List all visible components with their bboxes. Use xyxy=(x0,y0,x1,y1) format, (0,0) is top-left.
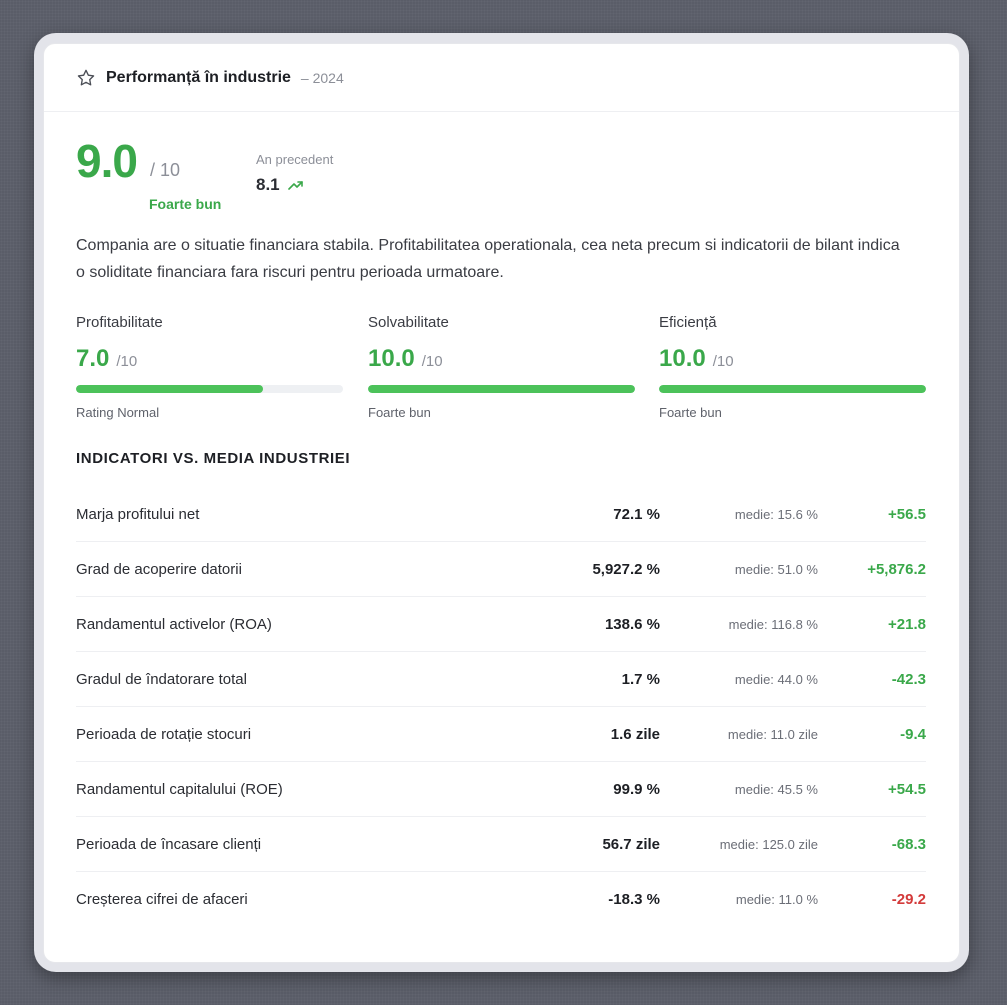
indicator-diff: -9.4 xyxy=(900,725,926,743)
indicator-value: 72.1 % xyxy=(613,505,660,523)
indicator-average: medie: 45.5 % xyxy=(734,781,818,797)
indicator-name: Randamentul capitalului (ROE) xyxy=(76,780,283,798)
metric-status: Foarte bun xyxy=(659,405,722,420)
indicator-name: Perioada de rotație stocuri xyxy=(76,725,252,743)
card-title: Performanță în industrie xyxy=(106,68,291,86)
previous-year-value: 8.1 xyxy=(256,175,280,194)
summary-description: Compania are o situatie financiara stabi… xyxy=(76,237,900,281)
table-row: Grad de acoperire datorii 5,927.2 % medi… xyxy=(76,542,926,597)
indicator-average: medie: 116.8 % xyxy=(728,616,818,632)
table-row: Randamentul activelor (ROA) 138.6 % medi… xyxy=(76,597,926,652)
indicator-name: Creșterea cifrei de afaceri xyxy=(76,891,248,908)
metric-solvabilitate: Solvabilitate 10.0 /10 Foarte bun xyxy=(368,314,635,420)
indicator-diff: +21.8 xyxy=(888,615,926,633)
indicator-name: Grad de acoperire datorii xyxy=(76,560,242,578)
metric-progress-bar xyxy=(659,385,926,393)
metric-eficienta: Eficiență 10.0 /10 Foarte bun xyxy=(659,314,926,420)
score-label: Foarte bun xyxy=(149,196,222,212)
table-row: Creșterea cifrei de afaceri -18.3 % medi… xyxy=(76,872,926,927)
indicators-table: Marja profitului net 72.1 % medie: 15.6 … xyxy=(76,487,926,927)
previous-year: An precedent 8.1 xyxy=(256,152,333,195)
metric-profitabilitate: Profitabilitate 7.0 /10 Rating Normal xyxy=(76,314,343,420)
section-title: INDICATORI VS. MEDIA INDUSTRIEI xyxy=(76,450,351,467)
indicator-name: Gradul de îndatorare total xyxy=(76,670,247,688)
metric-progress-bar xyxy=(76,385,343,393)
indicator-value: 5,927.2 % xyxy=(592,560,660,578)
metric-progress-bar xyxy=(368,385,635,393)
table-row: Marja profitului net 72.1 % medie: 15.6 … xyxy=(76,487,926,542)
metric-denominator: /10 xyxy=(421,353,443,370)
star-icon[interactable] xyxy=(76,68,96,88)
metric-progress-fill xyxy=(368,385,635,393)
indicator-name: Randamentul activelor (ROA) xyxy=(76,615,272,633)
score-out-of: / 10 xyxy=(150,160,181,180)
score-value: 9.0 xyxy=(76,135,138,187)
indicator-average: medie: 11.0 zile xyxy=(727,726,818,742)
metric-label: Profitabilitate xyxy=(76,314,163,331)
indicator-value: -18.3 % xyxy=(608,891,660,908)
indicator-name: Marja profitului net xyxy=(76,505,200,523)
metric-score: 10.0 xyxy=(368,345,415,372)
indicator-average: medie: 51.0 % xyxy=(734,561,818,577)
metric-status: Foarte bun xyxy=(368,405,431,420)
indicator-value: 99.9 % xyxy=(613,780,660,798)
indicator-diff: +56.5 xyxy=(888,505,926,523)
industry-performance-card: Performanță în industrie – 2024 9.0 / 10… xyxy=(43,43,960,963)
table-row: Gradul de îndatorare total 1.7 % medie: … xyxy=(76,652,926,707)
card-frame: Performanță în industrie – 2024 9.0 / 10… xyxy=(34,33,969,972)
card-year: – 2024 xyxy=(300,69,344,86)
trending-up-icon xyxy=(287,179,304,191)
indicator-average: medie: 44.0 % xyxy=(734,671,818,687)
indicator-diff: -42.3 xyxy=(891,670,926,688)
indicator-average: medie: 15.6 % xyxy=(734,506,818,522)
metric-denominator: /10 xyxy=(116,353,138,370)
indicator-diff: -68.3 xyxy=(891,835,926,853)
metric-progress-fill xyxy=(659,385,926,393)
metric-score: 7.0 xyxy=(76,345,110,372)
indicator-value: 1.7 % xyxy=(621,670,660,688)
metric-score: 10.0 xyxy=(659,345,706,372)
indicator-value: 1.6 zile xyxy=(610,725,660,743)
table-row: Randamentul capitalului (ROE) 99.9 % med… xyxy=(76,762,926,817)
indicator-diff: -29.2 xyxy=(891,891,926,908)
table-row: Perioada de încasare clienți 56.7 zile m… xyxy=(76,817,926,872)
previous-year-label: An precedent xyxy=(256,152,334,167)
table-row: Perioada de rotație stocuri 1.6 zile med… xyxy=(76,707,926,762)
metric-label: Eficiență xyxy=(659,314,717,331)
overall-score: 9.0 / 10 Foarte bun xyxy=(76,134,221,212)
metric-progress-fill xyxy=(76,385,263,393)
metric-status: Rating Normal xyxy=(76,405,160,420)
metric-label: Solvabilitate xyxy=(368,314,449,331)
metric-denominator: /10 xyxy=(712,353,734,370)
indicator-average: medie: 11.0 % xyxy=(735,892,818,907)
card-header: Performanță în industrie – 2024 xyxy=(44,44,959,112)
indicator-value: 138.6 % xyxy=(604,615,660,633)
indicator-diff: +54.5 xyxy=(888,780,926,798)
indicator-average: medie: 125.0 zile xyxy=(719,836,818,852)
indicator-name: Perioada de încasare clienți xyxy=(76,835,262,853)
indicator-diff: +5,876.2 xyxy=(867,560,926,578)
indicator-value: 56.7 zile xyxy=(602,835,660,853)
